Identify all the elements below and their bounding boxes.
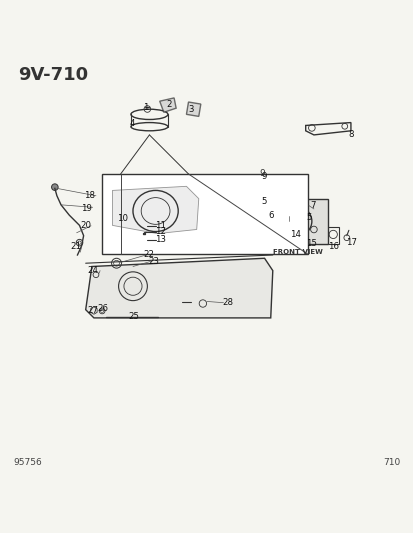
Polygon shape — [186, 102, 200, 116]
Text: 25: 25 — [128, 312, 139, 321]
Text: 14: 14 — [289, 230, 300, 239]
Text: 26: 26 — [97, 304, 108, 313]
Text: 15: 15 — [305, 239, 316, 247]
Text: 28: 28 — [221, 298, 233, 307]
Polygon shape — [266, 199, 328, 244]
Text: 3: 3 — [188, 105, 194, 114]
Text: 16: 16 — [328, 243, 338, 251]
Circle shape — [52, 184, 58, 190]
Text: 22: 22 — [143, 251, 154, 260]
Polygon shape — [112, 187, 198, 233]
Text: 11: 11 — [155, 221, 166, 230]
Text: 95756: 95756 — [14, 458, 43, 467]
Polygon shape — [85, 259, 272, 318]
Text: 17: 17 — [345, 238, 356, 247]
Text: 2: 2 — [166, 100, 171, 109]
Text: 9: 9 — [261, 172, 266, 181]
Text: FRONT VIEW: FRONT VIEW — [272, 249, 322, 255]
Text: 710: 710 — [382, 458, 399, 467]
Text: 7: 7 — [310, 201, 315, 210]
Text: 1: 1 — [142, 103, 148, 112]
Bar — [102, 174, 307, 254]
Text: 10: 10 — [117, 214, 128, 223]
Text: 5: 5 — [306, 213, 311, 222]
Text: 6: 6 — [268, 211, 274, 220]
Text: 20: 20 — [80, 221, 91, 230]
Polygon shape — [159, 98, 176, 112]
Text: 9: 9 — [259, 169, 265, 179]
Text: 4: 4 — [129, 119, 135, 128]
Text: 13: 13 — [155, 235, 166, 244]
Text: 18: 18 — [84, 191, 95, 200]
Text: 9V-710: 9V-710 — [18, 66, 88, 84]
Text: 12: 12 — [155, 228, 166, 237]
Text: 24: 24 — [88, 266, 98, 275]
Text: 19: 19 — [81, 204, 92, 213]
Text: 21: 21 — [71, 243, 81, 251]
Text: 8: 8 — [347, 131, 353, 140]
Text: 23: 23 — [148, 257, 159, 266]
Text: 5: 5 — [261, 197, 267, 206]
Text: 27: 27 — [87, 305, 98, 314]
